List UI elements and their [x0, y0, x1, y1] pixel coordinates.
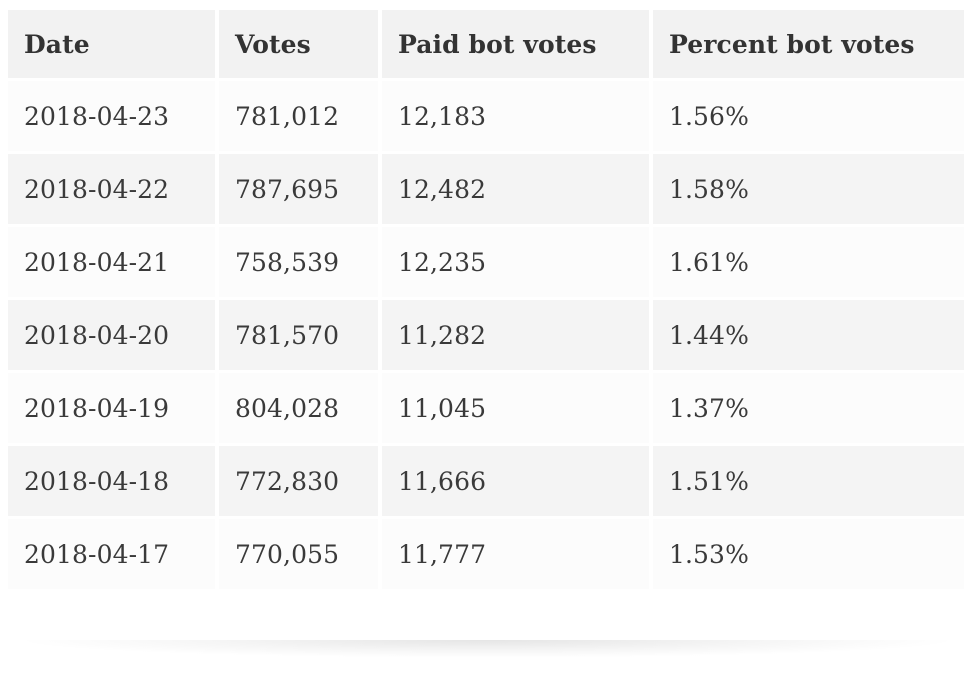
cell-votes: 787,695 [219, 154, 378, 224]
cell-percent-bot-votes: 1.56% [653, 81, 964, 151]
cell-percent-bot-votes: 1.61% [653, 227, 964, 297]
header-row: Date Votes Paid bot votes Percent bot vo… [8, 10, 964, 78]
table-row: 2018-04-20 781,570 11,282 1.44% [8, 300, 964, 370]
cell-votes: 758,539 [219, 227, 378, 297]
cell-date: 2018-04-20 [8, 300, 215, 370]
cell-date: 2018-04-21 [8, 227, 215, 297]
cell-paid-bot-votes: 12,235 [382, 227, 649, 297]
cell-paid-bot-votes: 11,282 [382, 300, 649, 370]
cell-date: 2018-04-17 [8, 519, 215, 589]
table-header: Date Votes Paid bot votes Percent bot vo… [8, 10, 964, 78]
data-table-container: Date Votes Paid bot votes Percent bot vo… [8, 10, 964, 589]
cell-paid-bot-votes: 12,482 [382, 154, 649, 224]
table-row: 2018-04-17 770,055 11,777 1.53% [8, 519, 964, 589]
column-header-paid-bot-votes: Paid bot votes [382, 10, 649, 78]
votes-table: Date Votes Paid bot votes Percent bot vo… [4, 7, 968, 592]
cell-percent-bot-votes: 1.37% [653, 373, 964, 443]
column-header-percent-bot-votes: Percent bot votes [653, 10, 964, 78]
cell-votes: 781,570 [219, 300, 378, 370]
cell-date: 2018-04-22 [8, 154, 215, 224]
cell-date: 2018-04-23 [8, 81, 215, 151]
cell-votes: 770,055 [219, 519, 378, 589]
table-row: 2018-04-18 772,830 11,666 1.51% [8, 446, 964, 516]
cell-votes: 804,028 [219, 373, 378, 443]
column-header-votes: Votes [219, 10, 378, 78]
cell-date: 2018-04-18 [8, 446, 215, 516]
cell-percent-bot-votes: 1.53% [653, 519, 964, 589]
cell-votes: 781,012 [219, 81, 378, 151]
table-row: 2018-04-23 781,012 12,183 1.56% [8, 81, 964, 151]
cell-paid-bot-votes: 11,777 [382, 519, 649, 589]
column-header-date: Date [8, 10, 215, 78]
table-row: 2018-04-21 758,539 12,235 1.61% [8, 227, 964, 297]
cell-percent-bot-votes: 1.58% [653, 154, 964, 224]
card-bottom-shadow [12, 640, 963, 658]
cell-percent-bot-votes: 1.51% [653, 446, 964, 516]
cell-percent-bot-votes: 1.44% [653, 300, 964, 370]
cell-paid-bot-votes: 12,183 [382, 81, 649, 151]
cell-paid-bot-votes: 11,045 [382, 373, 649, 443]
cell-paid-bot-votes: 11,666 [382, 446, 649, 516]
cell-votes: 772,830 [219, 446, 378, 516]
table-row: 2018-04-19 804,028 11,045 1.37% [8, 373, 964, 443]
table-body: 2018-04-23 781,012 12,183 1.56% 2018-04-… [8, 81, 964, 589]
cell-date: 2018-04-19 [8, 373, 215, 443]
table-row: 2018-04-22 787,695 12,482 1.58% [8, 154, 964, 224]
